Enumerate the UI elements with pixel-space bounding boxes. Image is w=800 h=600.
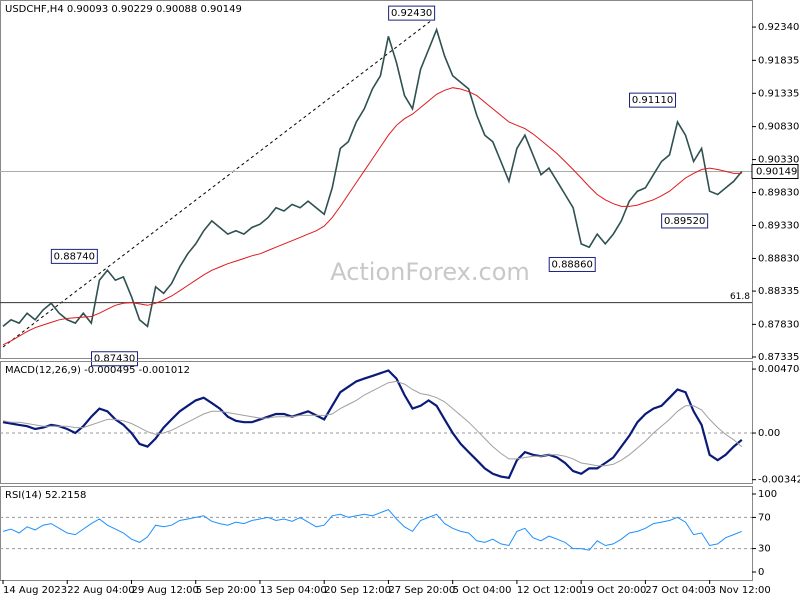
current-price-label: 0.90149 bbox=[756, 166, 797, 177]
y-tick-label: 0.004704 bbox=[758, 364, 800, 375]
y-tick-label: 0.87830 bbox=[758, 319, 799, 330]
y-tick-label: 0.90830 bbox=[758, 122, 799, 133]
annotation-box bbox=[548, 256, 596, 272]
x-tick-label: 3 Nov 12:00 bbox=[710, 585, 771, 596]
annotation-label: 0.87430 bbox=[94, 354, 135, 365]
annotation-label: 0.92430 bbox=[391, 8, 432, 19]
annotation-box bbox=[50, 248, 98, 264]
annotation-box bbox=[629, 92, 677, 108]
panel-title: MACD(12,26,9) -0.000495 -0.001012 bbox=[5, 365, 190, 376]
series-line bbox=[2, 87, 742, 346]
series-line bbox=[2, 27, 743, 328]
annotation-label: 0.89520 bbox=[664, 216, 705, 227]
fib-label: 61.8 bbox=[730, 292, 750, 302]
y-tick-label: 0.91835 bbox=[758, 55, 799, 66]
series-line bbox=[2, 509, 742, 551]
y-tick-label: 0.92340 bbox=[758, 22, 799, 33]
y-tick-label: 0.87335 bbox=[758, 352, 799, 363]
y-tick-label: 0.88830 bbox=[758, 253, 799, 264]
annotation-box bbox=[661, 213, 709, 229]
series-line bbox=[2, 369, 743, 480]
y-tick-label: -0.003429 bbox=[758, 475, 800, 486]
y-tick-label: 0.90330 bbox=[758, 155, 799, 166]
x-tick-label: 12 Oct 12:00 bbox=[517, 585, 582, 596]
series-line bbox=[2, 380, 743, 467]
y-tick-label: 100 bbox=[758, 489, 777, 500]
x-tick-label: 27 Oct 04:00 bbox=[645, 585, 710, 596]
y-tick-label: 0.91335 bbox=[758, 88, 799, 99]
annotation-box bbox=[91, 351, 139, 367]
x-tick-label: 22 Aug 04:00 bbox=[67, 585, 134, 596]
annotation-label: 0.91110 bbox=[632, 95, 673, 106]
annotation-label: 0.88740 bbox=[54, 251, 95, 262]
x-tick-label: 5 Oct 04:00 bbox=[453, 585, 512, 596]
panel-frame bbox=[0, 0, 753, 359]
panel-title: RSI(14) 52.2158 bbox=[5, 490, 86, 501]
y-tick-label: 0.88335 bbox=[758, 286, 799, 297]
y-tick-label: 0.89330 bbox=[758, 220, 799, 231]
x-tick-label: 19 Oct 20:00 bbox=[581, 585, 646, 596]
annotation-box bbox=[388, 5, 436, 21]
x-tick-label: 14 Aug 2023 bbox=[3, 585, 67, 596]
x-tick-label: 13 Sep 04:00 bbox=[260, 585, 327, 596]
x-tick-label: 5 Sep 20:00 bbox=[196, 585, 256, 596]
x-tick-label: 20 Sep 12:00 bbox=[324, 585, 391, 596]
x-tick-label: 27 Sep 20:00 bbox=[388, 585, 455, 596]
x-tick-label: 29 Aug 12:00 bbox=[131, 585, 198, 596]
y-tick-label: 0.00 bbox=[758, 428, 780, 439]
watermark: ActionForex.com bbox=[330, 258, 530, 286]
current-price-box bbox=[751, 163, 799, 179]
y-tick-label: 30 bbox=[758, 544, 771, 555]
panel-title: USDCHF,H4 0.90093 0.90229 0.90088 0.9014… bbox=[5, 4, 242, 15]
panel-frame bbox=[0, 486, 753, 581]
panel-frame bbox=[0, 361, 753, 484]
y-tick-label: 0.89830 bbox=[758, 188, 799, 199]
annotation-label: 0.88860 bbox=[552, 259, 593, 270]
y-tick-label: 70 bbox=[758, 512, 771, 523]
y-tick-label: 0 bbox=[758, 567, 764, 578]
